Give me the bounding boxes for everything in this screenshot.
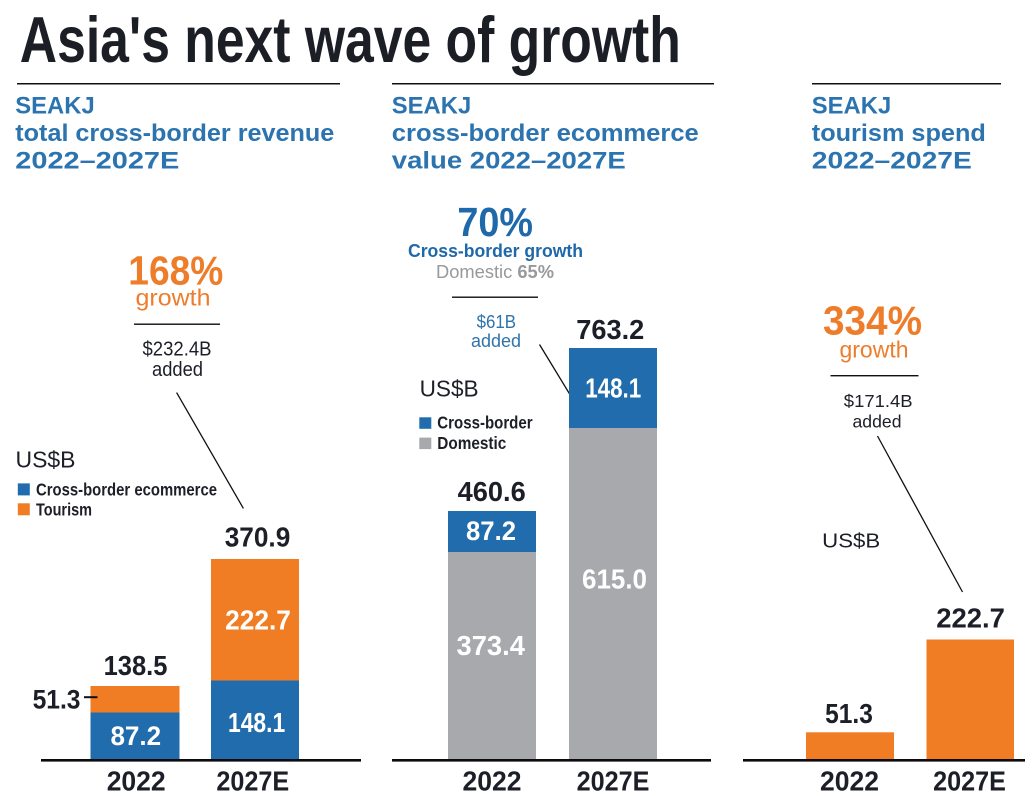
svg-text:Tourism: Tourism	[36, 499, 92, 519]
svg-text:2027E: 2027E	[216, 766, 289, 796]
svg-text:growth: growth	[136, 285, 211, 311]
svg-text:222.7: 222.7	[936, 602, 1005, 633]
svg-text:87.2: 87.2	[110, 721, 161, 751]
svg-text:total cross-border revenue: total cross-border revenue	[15, 121, 334, 147]
svg-text:$232.4B: $232.4B	[143, 338, 212, 361]
svg-text:148.1: 148.1	[585, 373, 641, 404]
svg-text:US$B: US$B	[420, 376, 479, 402]
svg-text:2027E: 2027E	[577, 766, 650, 796]
svg-text:2022–2027E: 2022–2027E	[15, 149, 179, 175]
svg-text:2022: 2022	[463, 766, 522, 796]
svg-text:168%: 168%	[128, 247, 223, 293]
svg-text:SEAKJ: SEAKJ	[812, 93, 891, 119]
svg-text:Domestic 65%: Domestic 65%	[436, 261, 554, 282]
svg-text:222.7: 222.7	[225, 604, 291, 635]
svg-text:SEAKJ: SEAKJ	[15, 93, 94, 119]
svg-text:138.5: 138.5	[104, 650, 168, 681]
svg-text:51.3: 51.3	[33, 685, 81, 715]
svg-text:$171.4B: $171.4B	[844, 391, 913, 411]
svg-text:2022–2027E: 2022–2027E	[812, 149, 972, 175]
svg-text:cross-border ecommerce: cross-border ecommerce	[392, 121, 699, 147]
svg-text:615.0: 615.0	[582, 564, 647, 595]
svg-text:Domestic: Domestic	[437, 433, 506, 453]
svg-text:added: added	[152, 358, 203, 381]
svg-text:added: added	[853, 412, 902, 432]
svg-text:87.2: 87.2	[466, 516, 516, 546]
svg-text:US$B: US$B	[16, 446, 76, 472]
svg-text:148.1: 148.1	[228, 707, 285, 738]
svg-text:added: added	[471, 331, 521, 351]
svg-text:2027E: 2027E	[933, 766, 1006, 796]
svg-text:US$B: US$B	[822, 530, 880, 553]
svg-text:70%: 70%	[457, 199, 533, 245]
svg-text:tourism spend: tourism spend	[812, 121, 986, 147]
svg-text:2022: 2022	[820, 766, 879, 796]
svg-text:2022: 2022	[107, 766, 166, 796]
svg-text:Cross-border growth: Cross-border growth	[408, 240, 583, 261]
svg-text:370.9: 370.9	[225, 521, 291, 552]
svg-text:460.6: 460.6	[458, 476, 526, 507]
svg-text:SEAKJ: SEAKJ	[392, 93, 471, 119]
svg-text:Cross-border ecommerce: Cross-border ecommerce	[36, 480, 217, 500]
svg-text:$61B: $61B	[477, 312, 516, 332]
svg-text:growth: growth	[840, 337, 909, 363]
svg-text:51.3: 51.3	[825, 698, 873, 729]
svg-text:373.4: 373.4	[457, 630, 526, 661]
svg-text:Cross-border: Cross-border	[437, 413, 532, 433]
svg-text:Asia's next wave of growth: Asia's next wave of growth	[20, 3, 681, 76]
svg-text:334%: 334%	[823, 297, 922, 343]
svg-text:value 2022–2027E: value 2022–2027E	[392, 149, 626, 175]
svg-text:763.2: 763.2	[576, 314, 644, 345]
